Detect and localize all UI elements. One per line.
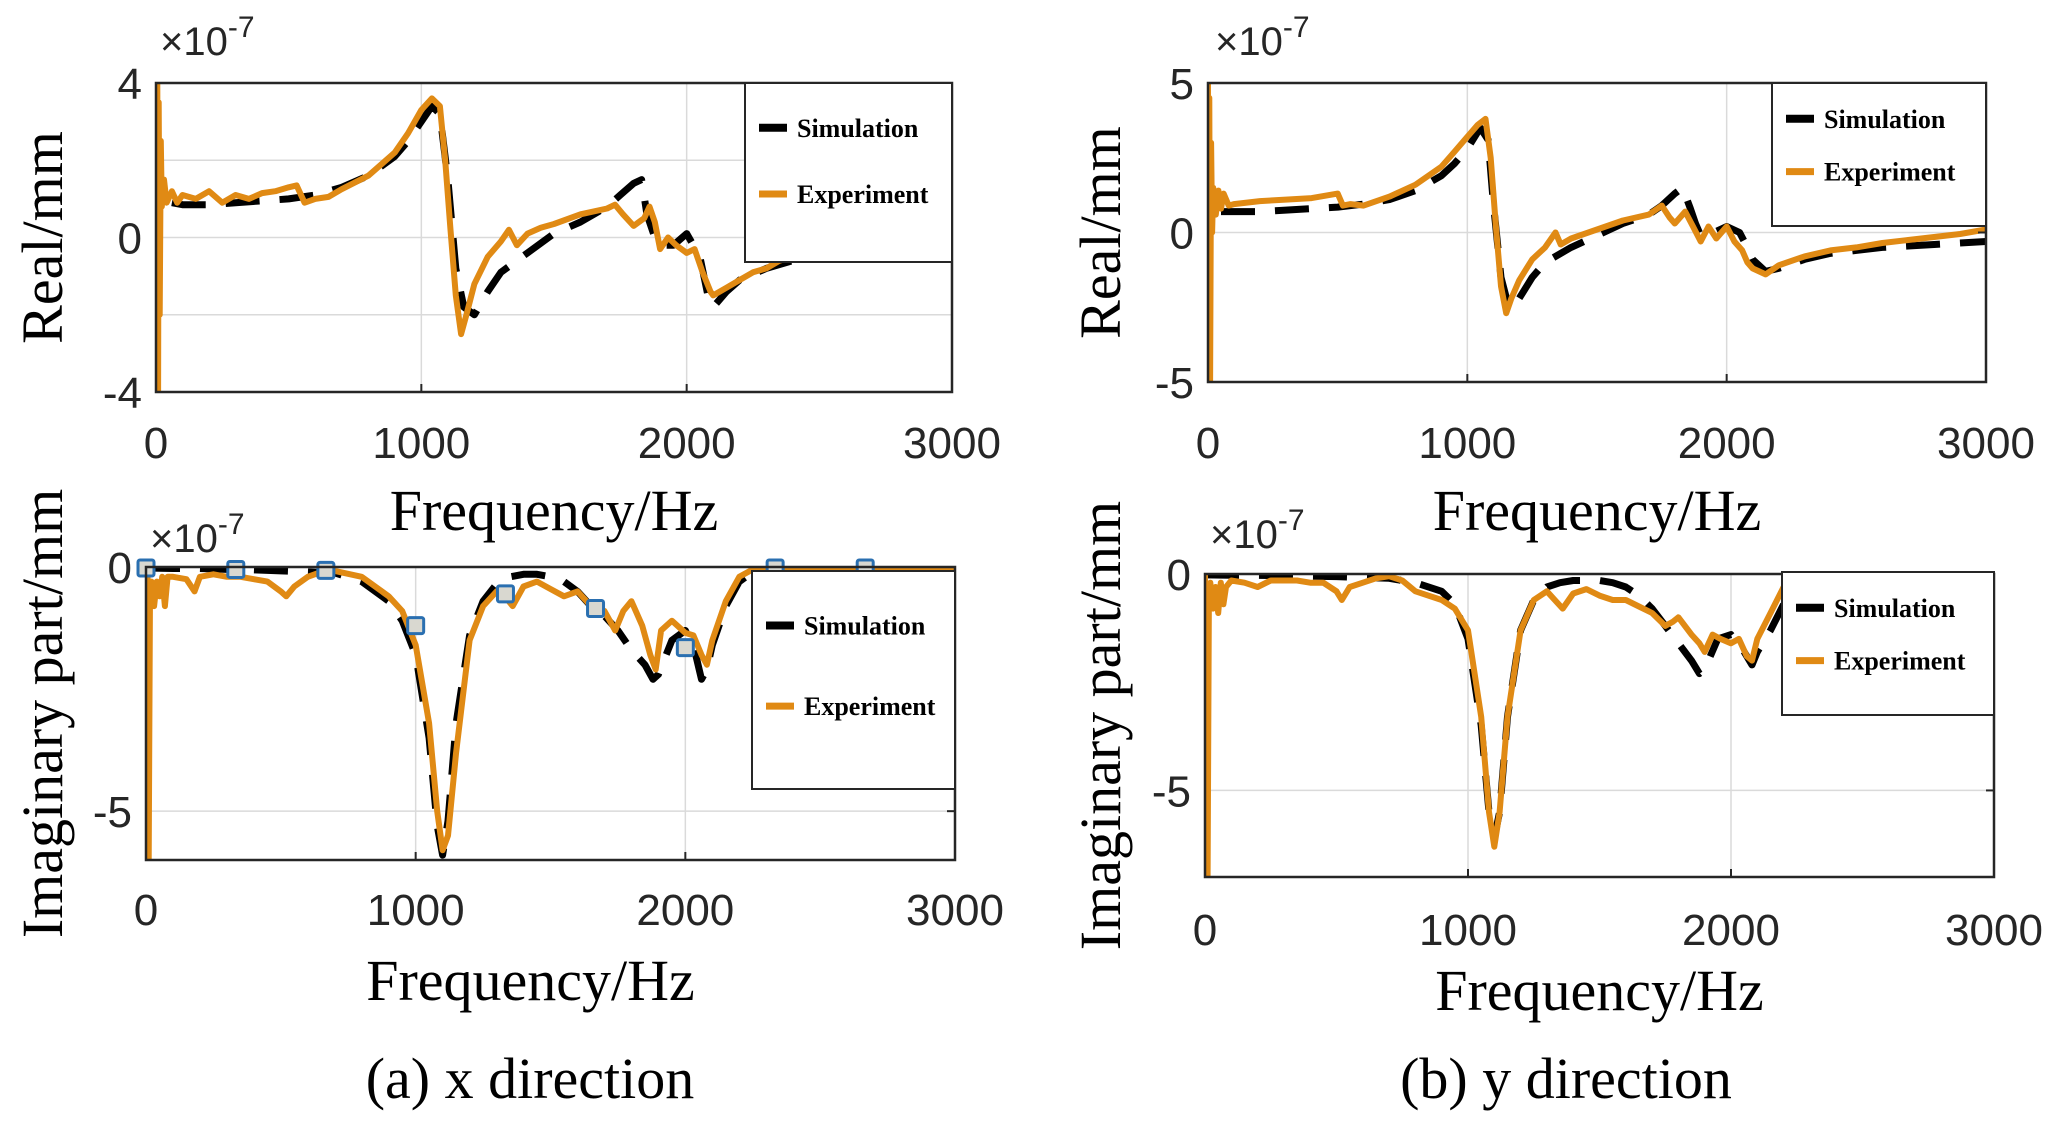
experiment-line — [1205, 574, 1787, 877]
panel-b-imag: 0 1000 2000 3000 -5 0 ×10-7 Frequency/Hz Imagina… — [1068, 501, 2043, 1023]
y-exponent-label: ×10-7 — [150, 508, 245, 561]
x-tick-label: 3000 — [906, 886, 1004, 935]
y-tick-label: 0 — [108, 544, 132, 593]
x-tick-label: 3000 — [1945, 906, 2043, 955]
experiment-line — [146, 567, 955, 860]
simulation-legend-label: Simulation — [797, 114, 919, 143]
legend-box — [1771, 82, 1987, 227]
x-axis-label: Frequency/Hz — [1435, 958, 1764, 1023]
x-tick-label: 2000 — [636, 886, 734, 935]
caption-b: (b) y direction — [1400, 1046, 1732, 1111]
x-tick-label: 1000 — [1418, 419, 1516, 468]
x-tick-label: 1000 — [367, 886, 465, 935]
simulation-legend-label: Simulation — [1824, 105, 1946, 134]
experiment-legend-label: Experiment — [804, 692, 936, 721]
simulation-legend-label: Simulation — [804, 612, 926, 641]
panel-a-imag: 0 1000 2000 3000-50×10-7Frequency/HzImagina… — [10, 489, 1004, 1013]
y-axis-label: Real/mm — [1068, 126, 1133, 339]
y-axis-label: Real/mm — [10, 131, 75, 344]
data-marker — [316, 560, 336, 580]
legend: Simulation Experiment — [1781, 571, 1995, 716]
data-marker — [226, 559, 246, 579]
y-exponent-label: ×10-7 — [160, 11, 255, 64]
x-tick-label: 0 — [134, 886, 158, 935]
caption-a: (a) x direction — [366, 1046, 695, 1111]
simulation-legend-label: Simulation — [1834, 594, 1956, 623]
y-tick-label: 0 — [1170, 210, 1194, 259]
x-axis-label: Frequency/Hz — [1433, 478, 1762, 543]
simulation-line — [146, 567, 955, 859]
legend: Simulation Experiment — [751, 570, 956, 790]
x-axis-label: Frequency/Hz — [366, 948, 695, 1013]
y-tick-label: 5 — [1170, 60, 1194, 109]
panel-a-real: 0 1000 2000 3000-404×10-7Frequency/HzReal/m… — [10, 11, 1001, 543]
experiment-legend-label: Experiment — [797, 180, 929, 209]
experiment-legend-label: Experiment — [1824, 158, 1956, 187]
data-marker — [586, 599, 606, 619]
data-marker — [675, 638, 695, 658]
y-tick-label: -5 — [93, 788, 132, 837]
legend-box — [744, 82, 953, 263]
y-axis-label: Imaginary part/mm — [1068, 501, 1133, 950]
x-tick-label: 0 — [144, 419, 168, 468]
y-tick-label: -5 — [1152, 767, 1191, 816]
x-tick-label: 0 — [1193, 906, 1217, 955]
x-tick-label: 1000 — [372, 419, 470, 468]
y-tick-label: 4 — [118, 60, 142, 109]
x-tick-label: 0 — [1196, 419, 1220, 468]
y-exponent-label: ×10-7 — [1215, 11, 1310, 64]
x-tick-label: 2000 — [1678, 419, 1776, 468]
x-tick-label: 3000 — [1937, 419, 2035, 468]
x-tick-label: 1000 — [1419, 906, 1517, 955]
legend-box — [1781, 571, 1995, 716]
axes-frame — [1203, 572, 1996, 879]
panel-b-real: 0 1000 2000 3000-505×10-7Frequency/HzReal/m… — [1068, 11, 2035, 543]
data-marker — [495, 584, 515, 604]
y-tick-label: -5 — [1155, 359, 1194, 408]
x-tick-label: 2000 — [1682, 906, 1780, 955]
experiment-line — [156, 83, 821, 392]
y-axis-label: Imaginary part/mm — [10, 489, 75, 938]
x-tick-label: 2000 — [638, 419, 736, 468]
y-tick-label: 0 — [118, 215, 142, 264]
y-exponent-label: ×10-7 — [1210, 504, 1305, 557]
legend-box — [751, 570, 956, 790]
y-tick-label: 0 — [1167, 551, 1191, 600]
experiment-legend-label: Experiment — [1834, 647, 1966, 676]
data-marker — [406, 616, 426, 636]
legend: Simulation Experiment — [1771, 82, 1987, 227]
y-tick-label: -4 — [103, 369, 142, 418]
x-tick-label: 3000 — [903, 419, 1001, 468]
legend: Simulation Experiment — [744, 82, 953, 263]
x-axis-label: Frequency/Hz — [390, 478, 719, 543]
experiment-line — [1208, 83, 1986, 382]
